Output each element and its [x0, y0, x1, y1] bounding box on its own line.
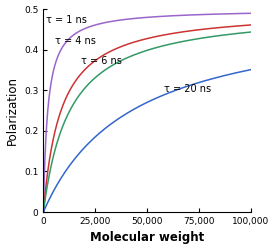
- Y-axis label: Polarization: Polarization: [6, 76, 18, 145]
- Text: τ = 4 ns: τ = 4 ns: [55, 36, 96, 46]
- Text: τ = 6 ns: τ = 6 ns: [81, 56, 122, 66]
- X-axis label: Molecular weight: Molecular weight: [90, 232, 204, 244]
- Text: τ = 1 ns: τ = 1 ns: [46, 15, 87, 25]
- Text: τ = 20 ns: τ = 20 ns: [164, 84, 211, 94]
